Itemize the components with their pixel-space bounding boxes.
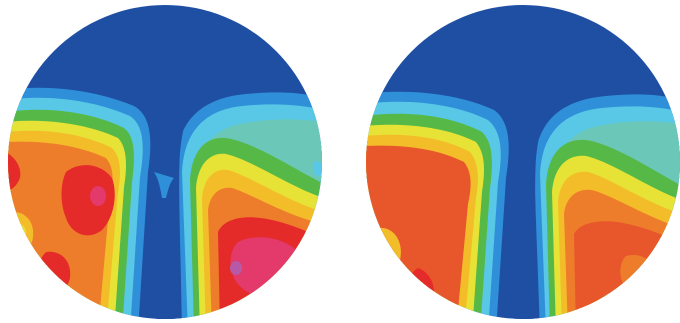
contour-disc-left-svg [8,5,322,319]
contour-disc-left [6,2,324,322]
contour-disc-right [364,2,680,322]
contour-disc-right-svg [366,5,680,319]
